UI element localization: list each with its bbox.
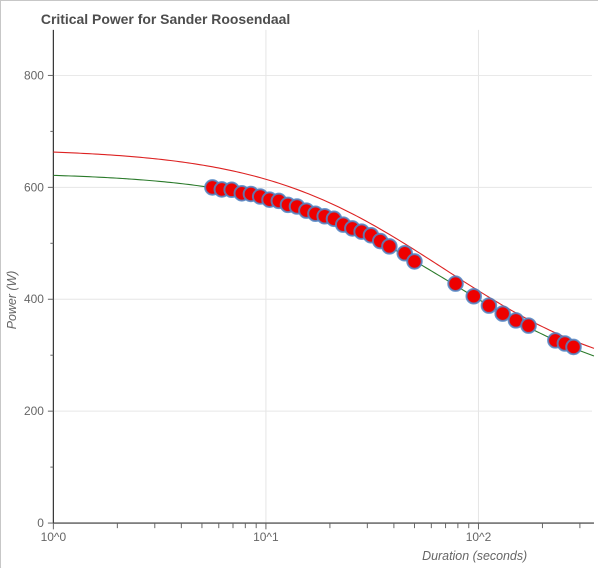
svg-text:600: 600	[24, 180, 44, 194]
svg-text:Critical Power for Sander Roos: Critical Power for Sander Roosendaal	[41, 11, 290, 27]
svg-text:200: 200	[24, 404, 44, 418]
svg-text:Duration (seconds): Duration (seconds)	[422, 549, 527, 563]
svg-text:Power (W): Power (W)	[5, 271, 19, 330]
svg-text:10^1: 10^1	[253, 530, 279, 544]
svg-text:400: 400	[24, 292, 44, 306]
svg-text:10^2: 10^2	[466, 530, 492, 544]
svg-text:0: 0	[37, 516, 44, 530]
svg-text:800: 800	[24, 68, 44, 82]
svg-text:10^0: 10^0	[41, 530, 67, 544]
